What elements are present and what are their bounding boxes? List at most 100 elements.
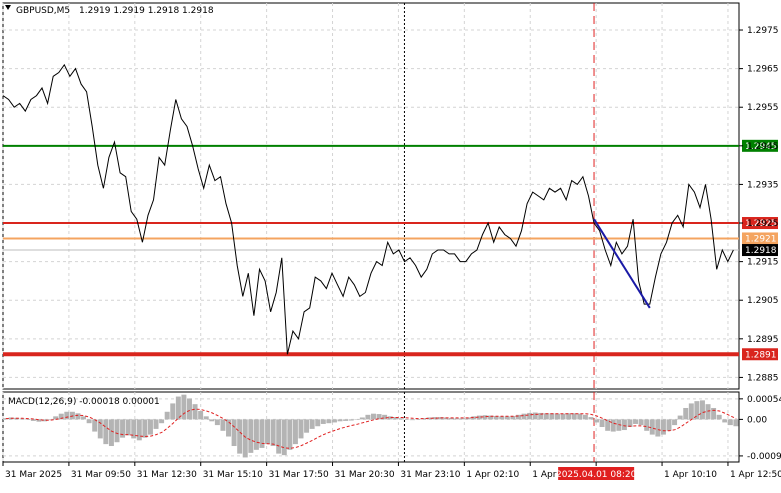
level-price-tag: [742, 348, 778, 361]
price-tick-label: 1.2905: [747, 296, 779, 306]
macd-tick-label: 0.00: [747, 415, 767, 425]
time-tick-label: 1 Apr 02:10: [466, 470, 519, 480]
macd-histogram-bar: [281, 419, 287, 456]
macd-histogram-bar: [248, 419, 254, 453]
macd-axis: 0.00054 0.00 -0.00096: [739, 395, 781, 462]
macd-histogram-bar: [727, 419, 733, 426]
macd-histogram-bar: [532, 412, 538, 420]
price-tick-label: 1.2935: [747, 180, 779, 190]
macd-histogram-bar: [3, 418, 8, 420]
macd-histogram-bar: [298, 419, 304, 439]
macd-histogram-bar: [404, 419, 410, 420]
macd-histogram-bar: [499, 416, 505, 420]
level-lines: 1.2945 1.2925 1.2921 1.2918 1.2891: [3, 139, 778, 361]
macd-histogram-bar: [25, 419, 31, 420]
macd-histogram-bar: [733, 419, 739, 427]
macd-histogram-bar: [527, 412, 533, 420]
macd-histogram-bar: [108, 419, 114, 447]
macd-histogram-bar: [214, 419, 220, 426]
macd-histogram-bar: [426, 417, 432, 420]
macd-histogram-bar: [131, 419, 137, 439]
macd-histogram-bar: [315, 419, 321, 427]
macd-histogram-bar: [220, 419, 226, 431]
macd-histogram-bar: [722, 419, 728, 423]
time-tick-label: 31 Mar 20:30: [335, 470, 395, 480]
macd-histogram-bar: [30, 419, 36, 421]
time-tick-label: 31 Mar 23:10: [400, 470, 460, 480]
macd-signal-line: [5, 408, 737, 449]
macd-histogram-bar: [309, 419, 315, 429]
macd-histogram-bar: [292, 419, 298, 445]
macd-histogram-bar: [649, 419, 655, 435]
time-tick-label: 1 Apr 04:5: [532, 470, 579, 480]
macd-histogram-bar: [655, 419, 661, 437]
macd-histogram-bar: [504, 416, 510, 420]
macd-histogram-bar: [566, 413, 572, 420]
macd-histogram-bar: [265, 419, 271, 445]
macd-histogram-bar: [688, 403, 694, 420]
trend-line: [593, 218, 651, 309]
time-highlight-label: 2025.04.01 08:20: [556, 470, 637, 480]
macd-histogram-bar: [666, 419, 672, 431]
price-axis: 1.2975 1.2965 1.2955 1.2945 1.2935 1.2925 1.29…: [739, 26, 779, 383]
macd-histogram-bar: [153, 419, 159, 429]
time-tick-label: 31 Mar 12:30: [137, 470, 197, 480]
macd-histogram-bar: [136, 419, 142, 441]
macd-histogram-bar: [42, 419, 48, 422]
trend-line-segment: [593, 218, 651, 309]
macd-histogram-bar: [86, 419, 92, 424]
macd-histogram-bar: [421, 418, 427, 420]
price-series: [2, 63, 734, 355]
macd-histogram-bar: [460, 418, 466, 420]
macd-histogram-bar: [58, 413, 64, 420]
level-price-label: 1.2918: [745, 246, 777, 256]
macd-histogram-bar: [387, 416, 393, 420]
triangle-down-icon[interactable]: [5, 5, 11, 10]
macd-histogram-bar: [47, 419, 53, 421]
macd-histogram-bar: [699, 400, 705, 420]
symbol-label: GBPUSD,M5: [16, 6, 70, 16]
macd-histogram-bar: [488, 415, 494, 420]
price-tick-label: 1.2885: [747, 373, 779, 383]
level-price-tag: [742, 139, 778, 152]
level-price-tag: [742, 232, 778, 245]
macd-histogram-bar: [599, 419, 605, 427]
macd-histogram-bar: [454, 418, 460, 420]
macd-histogram-bar: [164, 411, 170, 420]
macd-histogram-bar: [103, 419, 109, 445]
level-price-tag: [742, 244, 778, 257]
macd-histogram-bar: [81, 416, 87, 420]
macd-histogram-bar: [147, 419, 153, 435]
macd-histogram-bar: [192, 404, 198, 420]
vertical-markers: [403, 3, 595, 462]
macd-indicator: [3, 394, 739, 458]
macd-histogram-bar: [515, 414, 521, 420]
macd-histogram-bar: [181, 394, 187, 420]
macd-histogram-bar: [543, 413, 549, 420]
macd-histogram-bar: [359, 417, 365, 420]
price-line: [2, 63, 734, 355]
price-tick-label: 1.2925: [747, 219, 779, 229]
level-price-label: 1.2891: [745, 350, 777, 360]
level-price-label: 1.2921: [745, 234, 777, 244]
macd-histogram-bar: [471, 416, 477, 420]
macd-histogram-bar: [114, 419, 120, 443]
level-price-label: 1.2925: [745, 219, 777, 229]
macd-histogram-bar: [605, 419, 611, 431]
macd-histogram-bar: [577, 413, 583, 420]
macd-histogram-bar: [683, 407, 689, 420]
macd-histogram-bar: [633, 419, 639, 424]
macd-histogram-bar: [53, 416, 59, 420]
macd-histogram-bar: [276, 419, 282, 454]
macd-tick-label: -0.00096: [747, 452, 781, 462]
macd-histogram-bar: [660, 419, 666, 435]
macd-histogram-bar: [571, 413, 577, 420]
macd-histogram-bar: [560, 413, 566, 420]
macd-histogram-bar: [432, 417, 438, 420]
time-axis: 31 Mar 2025 31 Mar 09:50 31 Mar 12:30 31 Ma…: [2, 462, 781, 480]
macd-histogram-bar: [343, 419, 349, 421]
macd-histogram-bar: [510, 415, 516, 420]
macd-histogram-bar: [365, 414, 371, 420]
macd-histogram-bar: [382, 414, 388, 420]
